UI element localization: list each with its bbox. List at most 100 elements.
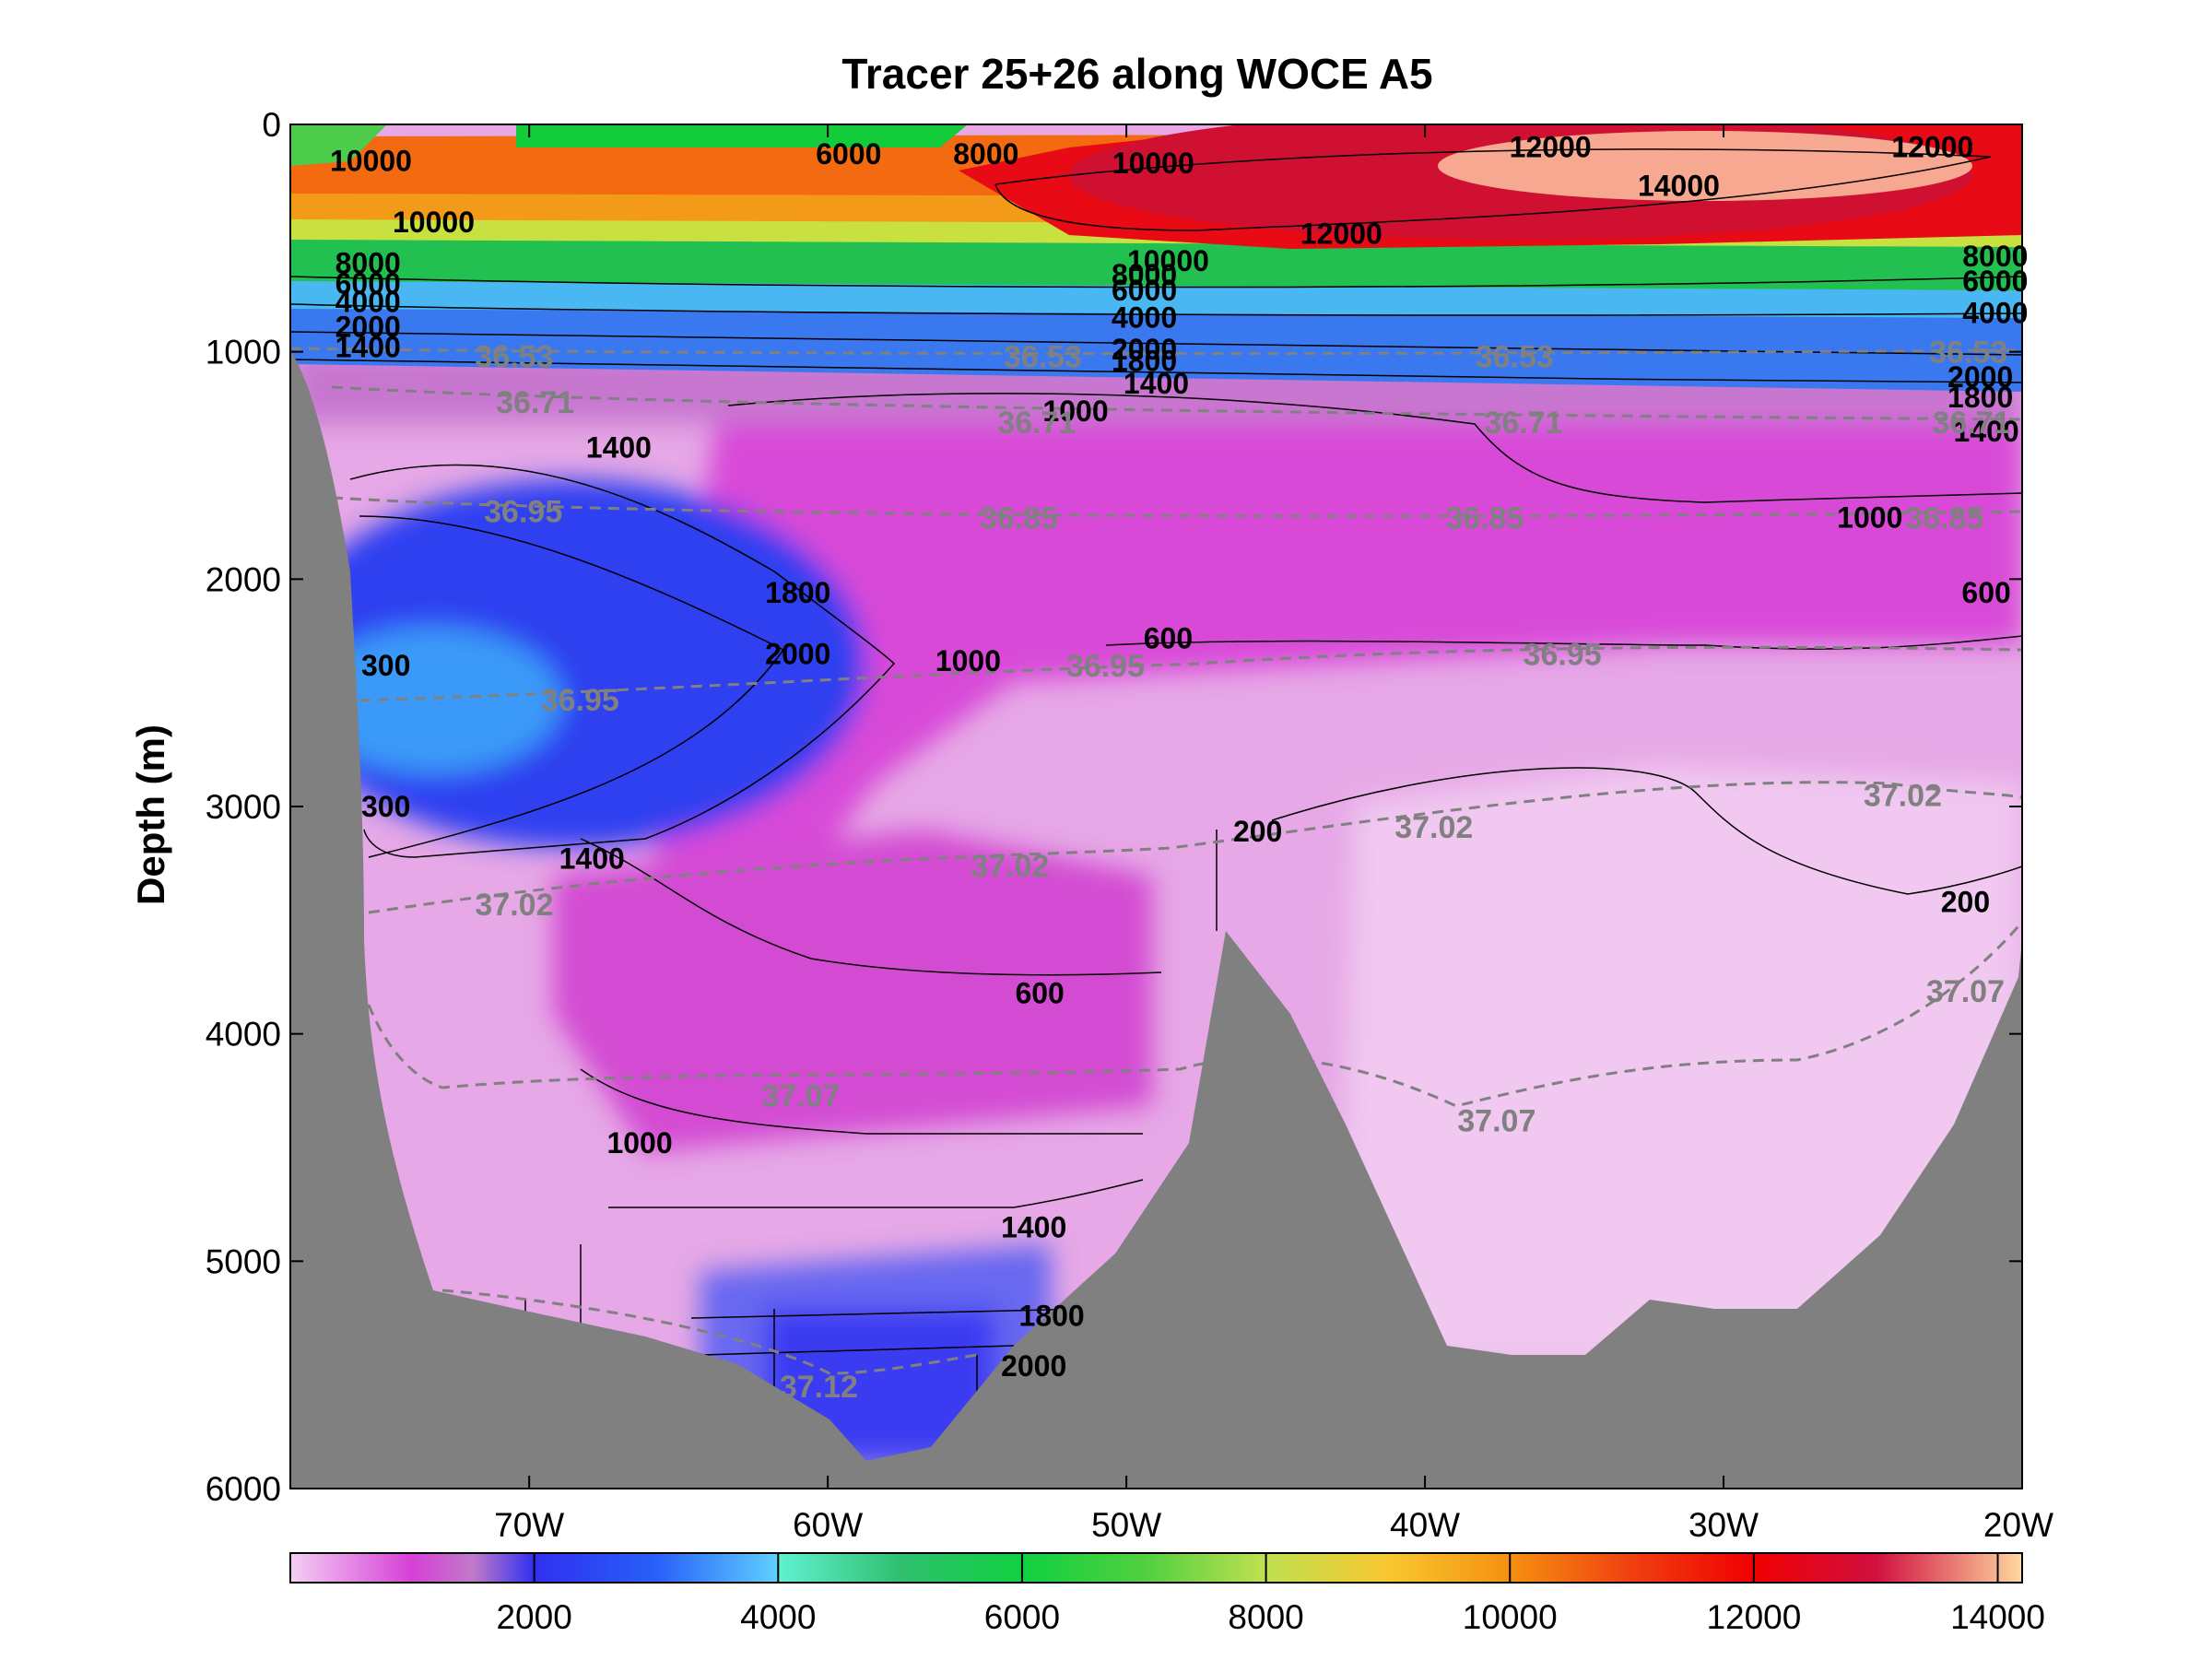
colorbar-tick-label: 12000 [1706,1598,1801,1636]
salinity-label: 36.71 [1932,406,2010,441]
contour-label: 4000 [335,285,401,318]
salinity-line [368,781,2022,914]
salinity-label: 36.53 [475,340,553,375]
contour-label: 8000 [1962,240,2028,273]
contour-label: 600 [1144,621,1193,654]
contour-label: 1800 [1019,1300,1085,1333]
y-axis-label: Depth (m) [129,724,172,905]
contour-label: 8000 [953,137,1018,171]
contour-label: 200 [1941,886,1990,919]
contour-line [1105,635,2022,650]
contour-label: 1000 [606,1126,672,1160]
salinity-line [331,496,2022,518]
x-tick-label: 20W [1983,1506,2053,1544]
contour-label: 12000 [1510,131,1592,164]
contour-label: 10000 [1112,147,1194,180]
salinity-label: 36.71 [997,406,1076,441]
salinity-line [359,645,2022,702]
contour-label: 1400 [335,331,401,364]
contour-label: 10000 [330,144,412,177]
contour-line [690,1308,1088,1356]
x-tick-label: 40W [1390,1506,1460,1544]
field-magenta-zone-2 [553,830,1152,1152]
contour-label: 10000 [393,206,475,239]
y-tick-label: 4000 [206,1016,281,1054]
contour-line [359,515,785,858]
contour-label: 1400 [1124,367,1189,400]
salinity-label: 37.07 [1926,974,2005,1009]
salinity-label: 36.71 [1484,406,1562,441]
contour-label: 14000 [1638,170,1720,203]
y-tick-label: 2000 [206,560,281,598]
contour-label: 2000 [1112,333,1177,366]
colorbar-tick-label: 8000 [1228,1598,1303,1636]
y-tick-label: 3000 [206,788,281,826]
contour-label: 2000 [1947,360,2013,394]
contour-label: 6000 [816,137,881,171]
salinity-label: 37.02 [1394,810,1473,845]
salinity-label: 36.71 [496,385,574,420]
contour-line [608,1179,1144,1208]
contour-label: 6000 [335,267,401,300]
contour-line [290,303,2022,316]
y-tick-label: 1000 [206,334,281,371]
salinity-label: 36.95 [484,494,562,529]
contour-label: 4000 [1112,301,1177,335]
contour-line [580,1068,1143,1135]
salinity-labels: 36.53 36.53 36.53 36.53 36.71 36.71 36.71 36.71… [373,336,2010,1494]
salinity-label: 36.95 [1524,638,1602,673]
contour-line [994,148,1992,231]
salinity-label: 37.02 [1864,779,1942,814]
contour-label: 1000 [1042,394,1108,428]
contour-label: 1400 [586,430,652,464]
colorbar-ticks: 2000 4000 6000 8000 10000 12000 14000 [496,1553,2045,1636]
salinity-line [441,1289,978,1375]
contour-label: 8000 [1112,258,1177,291]
contour-label: 300 [361,649,410,682]
contour-labels: 10000 6000 8000 10000 12000 12000140001200010… [330,131,2028,1383]
contour-label: 600 [1015,976,1064,1009]
salinity-line [331,385,2022,421]
contour-label: 1400 [1001,1210,1066,1243]
contour-label: 2000 [335,311,401,344]
contour-line [290,276,2022,288]
contour-line [727,393,2022,503]
band-green-top-west [290,124,387,166]
y-tick-label: 0 [262,106,281,144]
contour-label: 6000 [1962,265,2028,298]
contour-lines [290,148,2022,1433]
contour-label: 300 [361,790,410,823]
salinity-label: 36.85 [1445,501,1524,536]
contour-label: 4000 [1962,297,2028,330]
salinity-label: 37.07 [1457,1103,1535,1138]
salinity-label: 36.95 [1066,649,1145,684]
x-tick-label: 30W [1688,1506,1759,1544]
salinity-label: 37.12 [780,1370,858,1405]
colorbar-tick-label: 14000 [1950,1598,2045,1636]
salinity-label: 37.15 [373,1363,452,1398]
contour-line [349,464,896,858]
field-cyan-core [304,627,562,774]
salinity-line [290,347,2022,356]
colorbar: 2000 4000 6000 8000 10000 12000 14000 [289,1552,2045,1636]
band-green [290,235,2022,290]
contour-label: 1400 [1954,415,2019,448]
salinity-label: 37.02 [971,849,1049,884]
bathymetry [290,350,2022,1489]
salinity-label: 36.53 [1004,340,1082,375]
band-green-top [516,124,968,147]
y-tick-label: 5000 [206,1242,281,1280]
chart-title: Tracer 25+26 along WOCE A5 [841,50,1432,98]
colorbar-tick-label: 4000 [740,1598,816,1636]
salinity-label: 36.85 [1905,501,1983,536]
contour-label: 10000 [1127,244,1209,277]
contour-label: 8000 [335,246,401,279]
salinity-label: 37.15 [866,1458,945,1493]
salinity-label: 37.02 [475,888,553,923]
contour-label: 1800 [1947,381,2013,414]
contour-label: 1400 [559,842,625,876]
colorbar-tick-label: 6000 [984,1598,1060,1636]
contour-label: 1000 [1837,501,1902,535]
x-tick-label: 70W [494,1506,564,1544]
